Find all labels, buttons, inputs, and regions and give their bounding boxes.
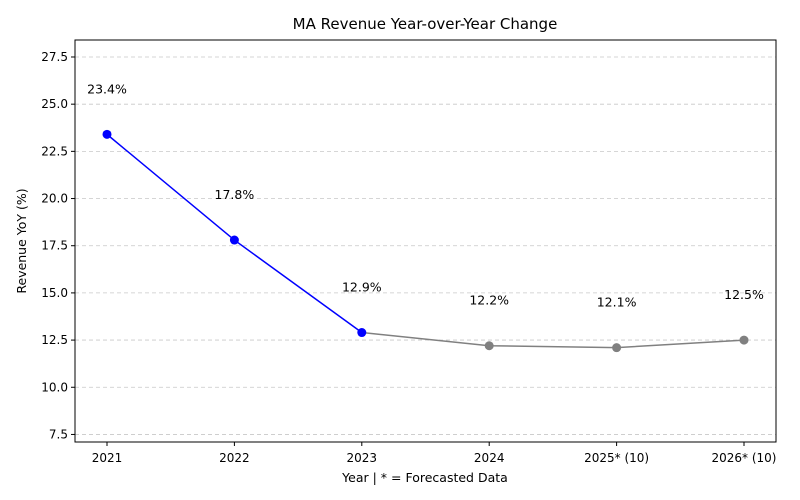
x-tick-label: 2024: [474, 451, 505, 465]
x-tick-label: 2022: [219, 451, 250, 465]
data-point: [357, 328, 367, 338]
data-point: [484, 341, 494, 351]
data-label: 12.1%: [597, 295, 637, 310]
x-tick-label: 2023: [347, 451, 378, 465]
data-points: [102, 129, 749, 353]
y-tick-label: 10.0: [41, 380, 68, 394]
data-labels: 23.4% 17.8% 12.9% 12.2% 12.1% 12.5%: [87, 81, 764, 309]
y-tick-label: 22.5: [41, 144, 68, 158]
data-label: 17.8%: [215, 187, 255, 202]
data-label: 12.5%: [724, 287, 764, 302]
y-tick-label: 7.5: [49, 427, 68, 441]
x-axis-ticks: 2021 2022 2023 2024 2025* (10) 2026* (10): [92, 442, 777, 465]
data-point: [229, 235, 239, 245]
y-tick-label: 12.5: [41, 333, 68, 347]
x-tick-label: 2021: [92, 451, 123, 465]
plot-frame: [74, 39, 777, 443]
y-tick-label: 20.0: [41, 192, 68, 206]
x-tick-label: 2026* (10): [712, 451, 777, 465]
series-line-1: [361, 331, 745, 349]
y-tick-label: 27.5: [41, 50, 68, 64]
x-tick-label: 2025* (10): [584, 451, 649, 465]
y-tick-label: 25.0: [41, 97, 68, 111]
series-line-0: [106, 133, 363, 334]
data-label: 12.9%: [342, 280, 382, 295]
grid: [75, 56, 776, 435]
data-label: 12.2%: [469, 293, 509, 308]
y-axis-ticks: 7.5 10.0 12.5 15.0 17.5 20.0 22.5 25.0 27.5: [41, 50, 75, 441]
y-tick-label: 17.5: [41, 239, 68, 253]
data-label: 23.4%: [87, 81, 127, 96]
series-lines: [106, 133, 745, 349]
y-tick-label: 15.0: [41, 286, 68, 300]
y-axis-label: Revenue YoY (%): [14, 188, 29, 293]
x-axis-label: Year | * = Forecasted Data: [341, 470, 508, 485]
data-point: [102, 129, 112, 139]
chart-title: MA Revenue Year-over-Year Change: [293, 15, 558, 33]
data-point: [612, 343, 622, 353]
data-point: [739, 335, 749, 345]
